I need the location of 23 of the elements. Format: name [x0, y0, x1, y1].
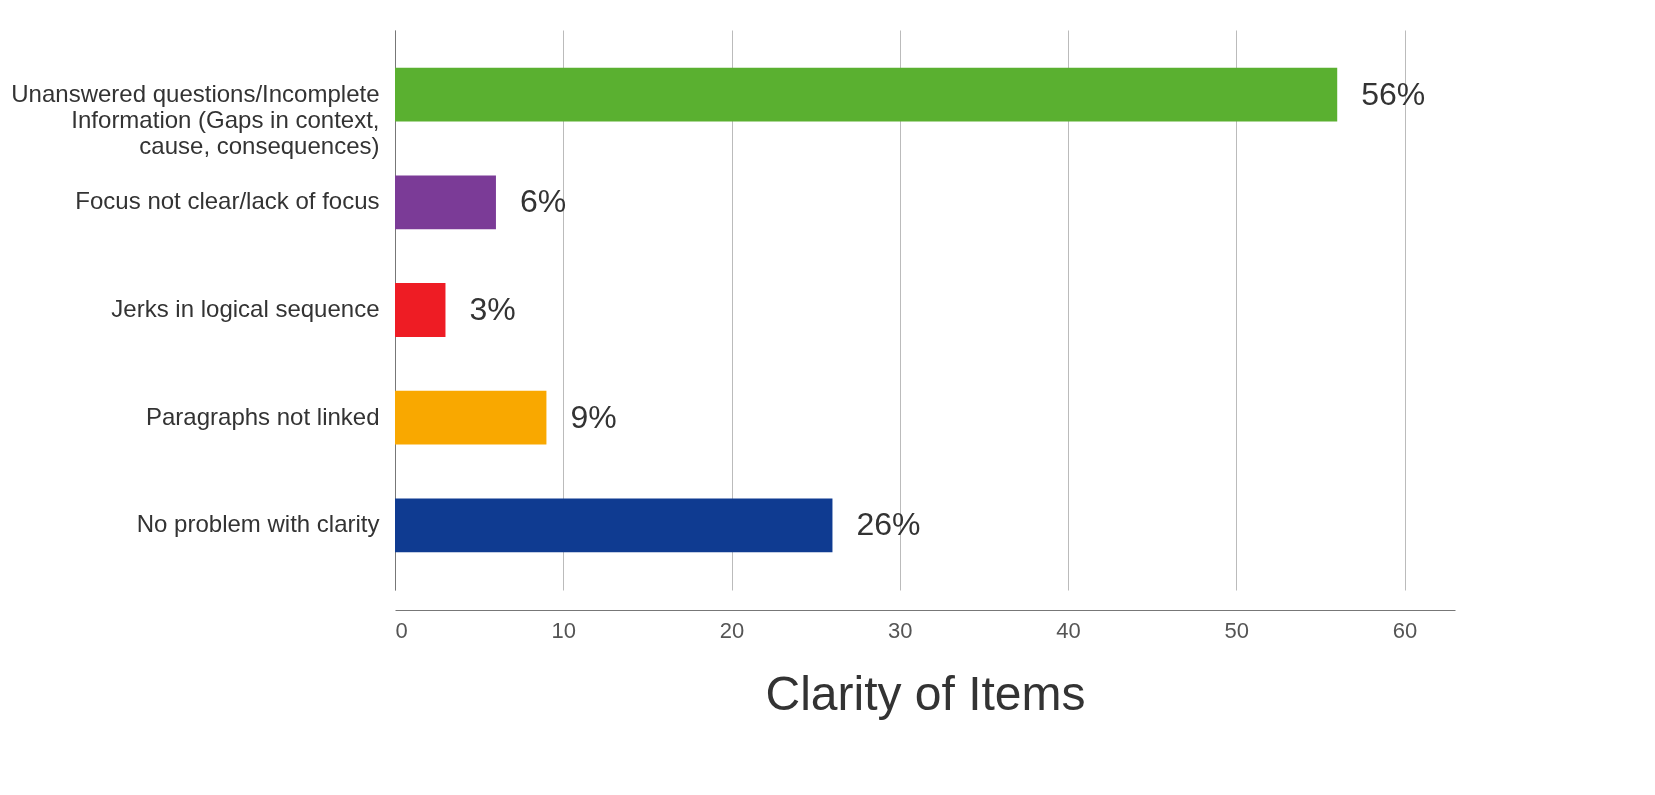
y-tick-label: Jerks in logical sequence: [111, 295, 380, 322]
data-label: 3%: [469, 291, 516, 327]
bar: [395, 175, 496, 230]
x-tick-label: 10: [551, 617, 576, 643]
y-tick-label: No problem with clarity: [136, 510, 380, 538]
y-tick-label: Focus not clear/lack of focus: [75, 187, 380, 215]
bar: [395, 498, 833, 553]
y-tick-label: Unanswered questions/Incomplete Information (Gaps in context, cause, consequences): [11, 79, 380, 159]
y-tick-label: Paragraphs not linked: [146, 402, 380, 430]
bar: [395, 390, 547, 445]
x-axis-title: Clarity of Items: [765, 666, 1086, 720]
bar: [395, 67, 1338, 122]
x-tick-label: 40: [1056, 617, 1081, 643]
x-tick-label: 50: [1224, 617, 1250, 643]
x-tick-label: 30: [888, 617, 913, 643]
x-tick-label: 60: [1392, 617, 1418, 643]
x-tick-label: 0: [395, 617, 408, 643]
data-label: 56%: [1361, 75, 1426, 112]
bar: [395, 283, 446, 337]
x-tick-label: 20: [719, 617, 745, 643]
data-label: 9%: [570, 398, 617, 435]
data-label: 6%: [519, 183, 567, 220]
data-label: 26%: [856, 506, 921, 543]
